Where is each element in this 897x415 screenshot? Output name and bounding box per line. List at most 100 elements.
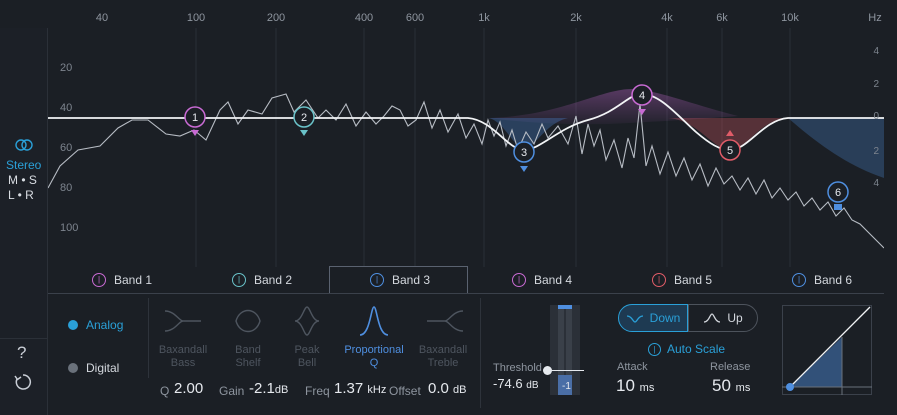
- power-icon[interactable]: |: [232, 273, 246, 287]
- tab-label: Band 3: [392, 273, 431, 287]
- band6-fill: [788, 118, 884, 178]
- mid-side-mode-button[interactable]: M • S: [8, 173, 37, 187]
- peak-bell-icon[interactable]: [292, 303, 322, 339]
- threshold-handle[interactable]: [543, 366, 552, 375]
- release-unit: ms: [735, 382, 751, 394]
- threshold-value[interactable]: -74.6 dB: [493, 376, 539, 391]
- freq-tick: 4k: [661, 12, 673, 24]
- tab-band-5[interactable]: | Band 5: [652, 267, 712, 293]
- tab-band-3[interactable]: | Band 3: [329, 266, 468, 293]
- baxandall-treble-icon[interactable]: [425, 303, 465, 339]
- freq-tick: 600: [405, 12, 425, 24]
- baxandall-bass-icon[interactable]: [163, 303, 203, 339]
- band4-fill: [488, 89, 738, 125]
- freq-tick: 10k: [781, 12, 799, 24]
- analog-mode-radio[interactable]: Analog: [68, 318, 123, 332]
- gain-label: Gain: [219, 384, 245, 398]
- digital-mode-radio[interactable]: Digital: [68, 361, 119, 375]
- band-node-6[interactable]: 6: [827, 181, 849, 210]
- auto-scale-label: Auto Scale: [667, 342, 726, 356]
- tab-band-1[interactable]: | Band 1: [92, 267, 152, 293]
- freq-tick: 200: [266, 12, 286, 24]
- auto-scale-toggle[interactable]: | Auto Scale: [648, 342, 725, 356]
- freq-label: Freq: [305, 384, 330, 398]
- band-node-5[interactable]: 5: [719, 130, 741, 161]
- down-mode-button[interactable]: Down: [618, 304, 688, 332]
- power-icon[interactable]: |: [512, 273, 526, 287]
- shape-label: Band Shelf: [235, 344, 261, 369]
- release-value[interactable]: 50 ms: [712, 376, 750, 396]
- shape-label: Baxandall Treble: [418, 344, 468, 369]
- threshold-meter[interactable]: -1: [550, 305, 580, 395]
- spectrum-trace: [48, 93, 884, 249]
- tab-band-2[interactable]: | Band 2: [232, 267, 292, 293]
- db-label: 40: [60, 102, 73, 114]
- gain-number: -2.1: [249, 380, 275, 397]
- attack-number: 10: [616, 376, 635, 395]
- freq-value[interactable]: 1.37 kHz: [334, 380, 386, 397]
- tab-label: Band 5: [674, 273, 713, 287]
- attack-value[interactable]: 10 ms: [616, 376, 654, 396]
- band-node-4[interactable]: 4: [631, 84, 653, 115]
- band-node-3[interactable]: 3: [513, 141, 535, 172]
- freq-unit: kHz: [367, 384, 387, 396]
- gain-value[interactable]: -2.1dB: [249, 380, 288, 397]
- band-shelf-icon[interactable]: [232, 303, 264, 339]
- q-label: Q: [160, 384, 170, 398]
- freq-tick: 1k: [478, 12, 490, 24]
- stereo-mode-button[interactable]: Stereo: [6, 158, 42, 172]
- power-icon[interactable]: |: [652, 273, 666, 287]
- meter-reduction: [558, 375, 572, 395]
- attack-label: Attack: [617, 361, 648, 373]
- release-number: 50: [712, 376, 731, 395]
- gain-label: 4: [873, 46, 879, 57]
- left-right-mode-button[interactable]: L • R: [8, 188, 34, 202]
- threshold-label: Threshold: [493, 362, 542, 374]
- gain-unit: dB: [274, 384, 289, 396]
- transfer-curve-display[interactable]: [782, 305, 872, 395]
- q-value[interactable]: 2.00: [174, 380, 204, 397]
- db-label: 100: [60, 222, 79, 234]
- proportional-q-icon[interactable]: [358, 303, 390, 339]
- power-icon[interactable]: |: [92, 273, 106, 287]
- gain-label: 4: [873, 178, 879, 189]
- radio-dot: [68, 320, 78, 330]
- tab-band-6[interactable]: | Band 6: [792, 267, 852, 293]
- gain-label: 2: [873, 146, 879, 157]
- power-icon: |: [648, 342, 661, 356]
- gain-label: 0: [873, 111, 879, 122]
- offset-value[interactable]: 0.0 dB: [428, 380, 467, 397]
- up-mode-button[interactable]: Up: [688, 304, 758, 332]
- freq-tick: 400: [354, 12, 374, 24]
- power-icon[interactable]: |: [792, 273, 806, 287]
- threshold-unit: dB: [526, 380, 539, 391]
- tab-band-4[interactable]: | Band 4: [512, 267, 572, 293]
- db-label: 20: [60, 62, 73, 74]
- downward-icon: [626, 315, 643, 323]
- threshold-number: -74.6: [493, 376, 523, 391]
- gain-label: 2: [873, 79, 879, 90]
- band-node-1[interactable]: 1: [184, 106, 206, 136]
- threshold-line: [544, 370, 584, 371]
- offset-unit: dB: [453, 384, 467, 396]
- db-label: 80: [60, 182, 73, 194]
- tab-label: Band 4: [534, 273, 573, 287]
- help-button[interactable]: ?: [17, 343, 27, 362]
- meter-peak: [558, 305, 572, 309]
- svg-text:6: 6: [835, 187, 841, 199]
- divider: [148, 298, 149, 378]
- meter-label: -1: [562, 381, 571, 392]
- power-icon[interactable]: |: [370, 273, 384, 287]
- reset-icon[interactable]: [13, 372, 33, 392]
- offset-label: Offset: [389, 384, 421, 398]
- svg-text:1: 1: [192, 112, 198, 124]
- freq-tick: 40: [95, 12, 109, 24]
- band-node-2[interactable]: 2: [293, 106, 315, 136]
- freq-tick: 100: [186, 12, 206, 24]
- freq-tick: 2k: [570, 12, 582, 24]
- eq-graph[interactable]: 1 2 3 4 5 6: [48, 28, 884, 267]
- tab-label: Band 2: [254, 273, 293, 287]
- svg-text:5: 5: [727, 145, 733, 157]
- band-tabs: | Band 1 | Band 2 | Band 3 | Band 4 | Ba…: [48, 266, 884, 294]
- offset-number: 0.0: [428, 380, 449, 397]
